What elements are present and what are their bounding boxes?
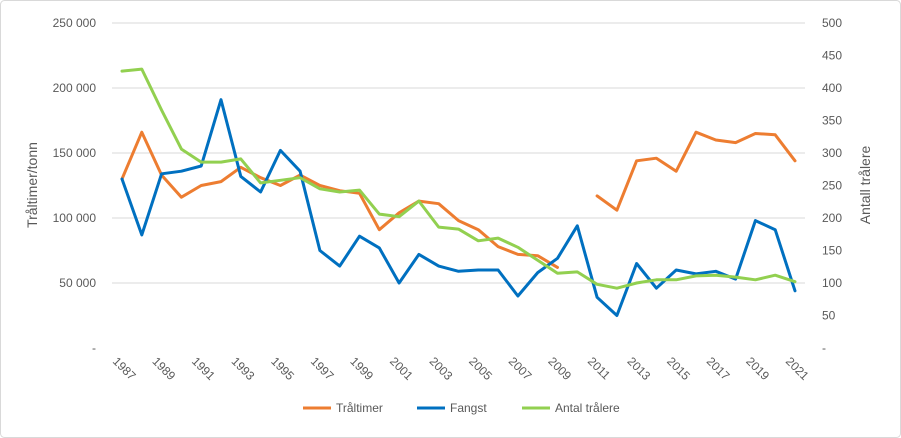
legend: Tråltimer Fangst Antal trålere [303,401,620,415]
legend-label: Antal trålere [555,401,620,415]
legend-label: Tråltimer [336,401,383,415]
y2-tick-label: 400 [822,81,842,95]
y2-tick-label: 150 [822,244,842,258]
y2-tick-label: 350 [822,114,842,128]
y2-tick-label: 500 [822,16,842,30]
y-tick-label: 50 000 [59,276,96,290]
y-tick-label: 100 000 [53,211,97,225]
y2-axis-title: Antall trålere [857,145,873,224]
y2-tick-label: 300 [822,146,842,160]
legend-label: Fangst [450,401,487,415]
y2-tick-label: 50 [822,309,836,323]
series-line-fangst [120,98,797,317]
y-tick-label: 250 000 [53,16,97,30]
y2-tick-label: 200 [822,211,842,225]
y2-tick-label: 450 [822,49,842,63]
y-tick-label: 150 000 [53,146,97,160]
series-line-antal-trålere [120,67,797,290]
y-axis-title: Tråltimer/tonn [24,142,40,228]
y-tick-label: 200 000 [53,81,97,95]
y-tick-label: - [92,341,96,355]
y2-tick-label: 250 [822,179,842,193]
y2-tick-label: 100 [822,276,842,290]
y2-tick-label: - [822,341,826,355]
